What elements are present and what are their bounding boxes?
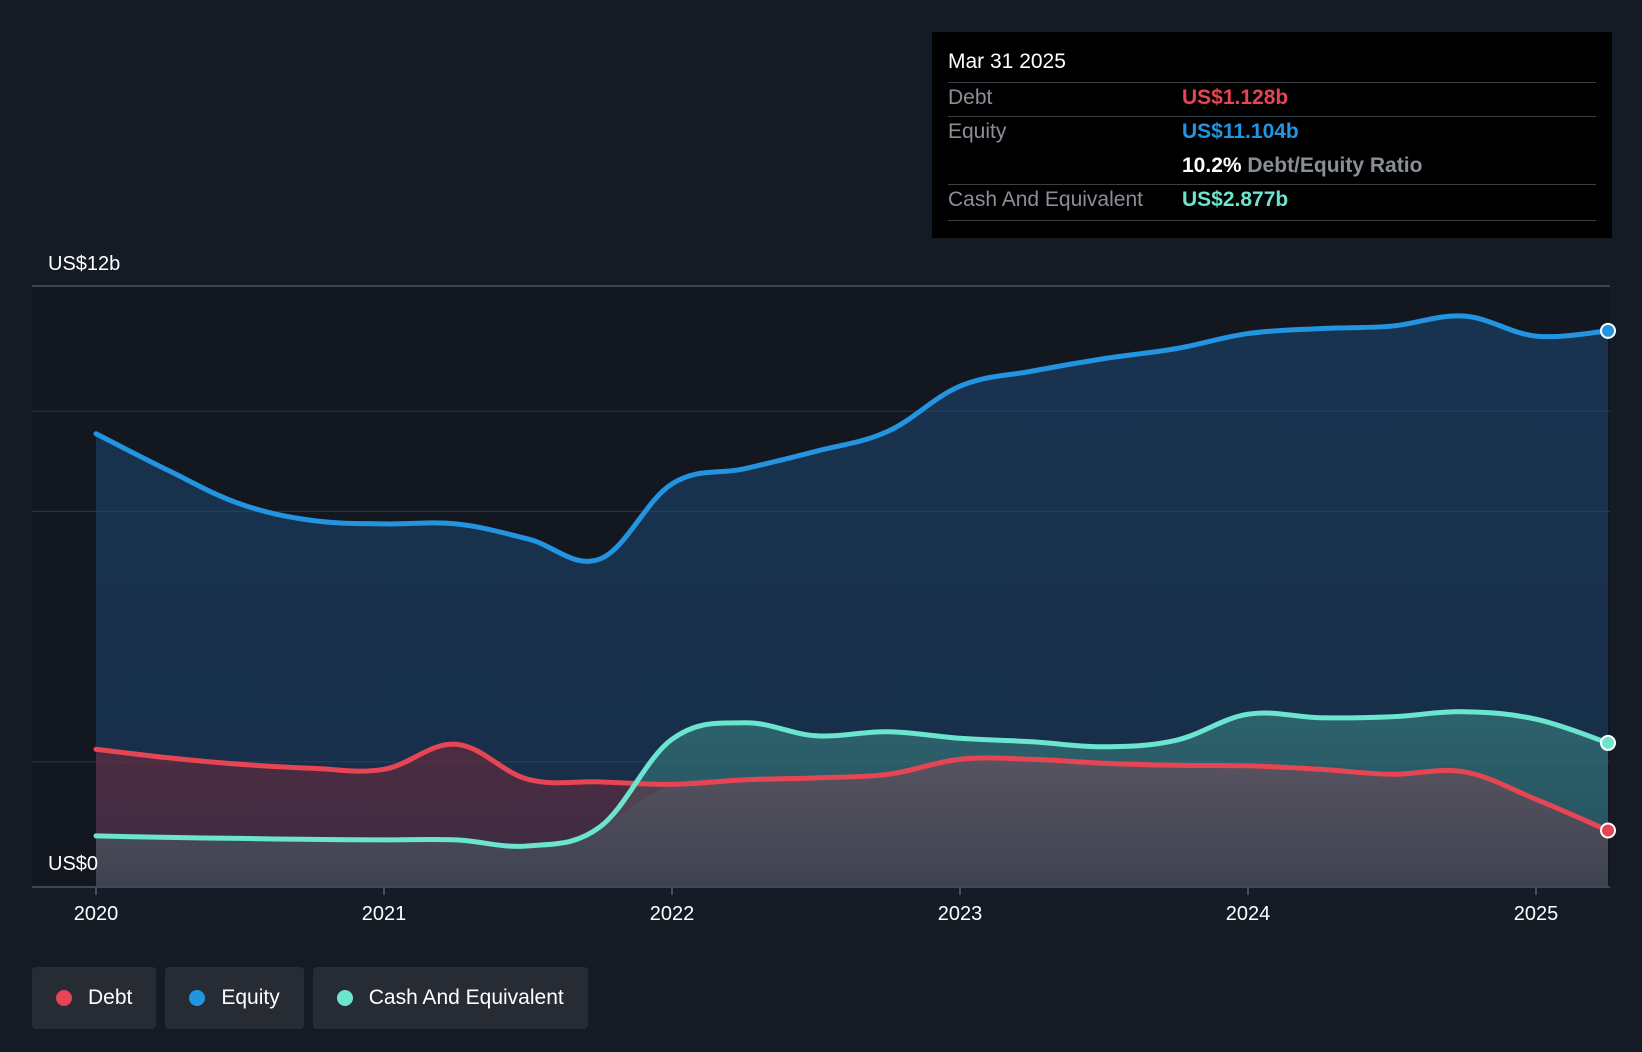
- cash-line: [93, 709, 1611, 849]
- tooltip-equity-label: Equity: [948, 120, 1007, 143]
- overlap-area: [96, 757, 1608, 887]
- legend-item-equity[interactable]: Equity: [165, 967, 304, 1029]
- tooltip-debt-value: US$1.128b: [1182, 86, 1289, 109]
- legend-label: Cash And Equivalent: [368, 986, 564, 1009]
- legend-item-debt[interactable]: Debt: [32, 967, 157, 1029]
- x-tick-label: 2025: [1514, 903, 1559, 925]
- legend-item-cash[interactable]: Cash And Equivalent: [312, 967, 588, 1029]
- y-axis-top-label: US$12b: [48, 253, 120, 275]
- tooltip-divider: [948, 220, 1596, 221]
- legend-label: Equity: [221, 986, 280, 1009]
- tooltip-cash-value: US$2.877b: [1182, 188, 1289, 211]
- equity-line: [93, 313, 1611, 564]
- debt-line: [93, 741, 1611, 834]
- x-tick-label: 2020: [74, 903, 119, 925]
- debt-endpoint: [1600, 822, 1616, 839]
- tooltip-divider: [948, 82, 1596, 83]
- x-tick-label: 2022: [650, 903, 695, 925]
- tooltip-date: Mar 31 2025: [948, 50, 1066, 73]
- tooltip-equity-value: US$11.104b: [1182, 120, 1299, 143]
- y-axis-bottom-label: US$0: [48, 853, 98, 875]
- x-tick-label: 2024: [1226, 903, 1271, 925]
- legend-dot-icon: [56, 990, 72, 1006]
- tooltip-cash-label: Cash And Equivalent: [948, 188, 1143, 211]
- x-tick-label: 2021: [362, 903, 407, 925]
- legend-label: Debt: [88, 986, 133, 1009]
- tooltip-ratio-value: 10.2%: [1182, 154, 1242, 177]
- chart-legend: Debt Equity Cash And Equivalent: [32, 967, 588, 1029]
- legend-dot-icon: [336, 990, 353, 1006]
- data-tooltip: Mar 31 2025 Debt US$1.128b Equity US$11.…: [932, 32, 1612, 238]
- tooltip-ratio: 10.2% Debt/Equity Ratio: [1182, 154, 1422, 178]
- equity-endpoint: [1600, 322, 1616, 339]
- tooltip-divider: [948, 184, 1596, 185]
- legend-dot-icon: [189, 990, 206, 1006]
- tooltip-debt-label: Debt: [948, 86, 993, 109]
- cash-endpoint: [1600, 734, 1616, 751]
- x-tick-label: 2023: [938, 903, 983, 925]
- tooltip-divider: [948, 116, 1596, 117]
- tooltip-ratio-label: Debt/Equity Ratio: [1247, 154, 1423, 177]
